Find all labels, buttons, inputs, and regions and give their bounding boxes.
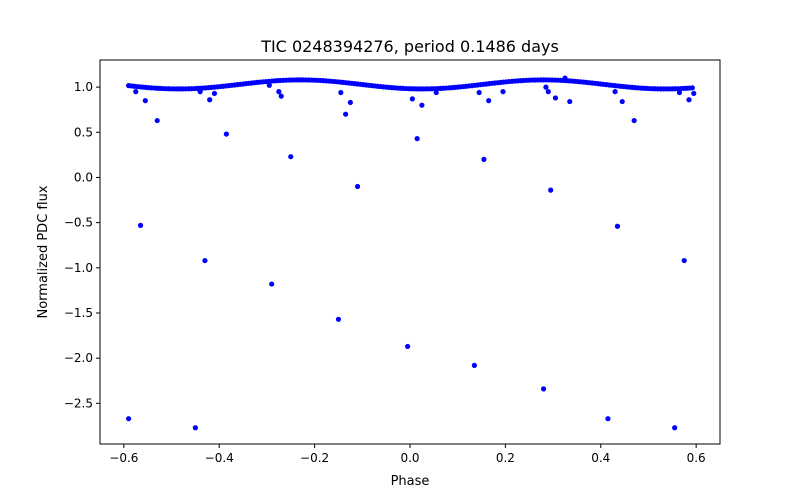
data-point [552, 95, 559, 101]
data-point [347, 99, 353, 106]
x-axis: −0.6 −0.4 −0.2 0.0 0.2 0.4 0.6 [109, 444, 706, 465]
data-point [567, 98, 573, 105]
data-point [605, 416, 611, 422]
data-point [500, 89, 506, 95]
data-point [562, 75, 568, 81]
y-axis: 1.0 0.5 0.0 −0.5 −1.0 −1.5 −2.0 −2.5 [64, 80, 100, 410]
data-point [631, 117, 637, 124]
data-point [126, 416, 132, 422]
data-point [543, 84, 549, 90]
data-point [612, 89, 618, 95]
x-tick-label: −0.2 [300, 451, 329, 465]
chart-title: TIC 0248394276, period 0.1486 days [260, 37, 559, 56]
y-tick-label: 0.5 [74, 125, 93, 139]
x-tick-label: 0.0 [400, 451, 419, 465]
x-tick-label: 0.4 [591, 451, 610, 465]
data-point [276, 89, 282, 95]
data-point [266, 82, 272, 88]
data-point [486, 98, 492, 104]
y-tick-label: −1.5 [64, 306, 93, 320]
data-point [409, 96, 415, 102]
x-tick-label: −0.4 [205, 451, 234, 465]
data-point [689, 85, 695, 91]
data-point [676, 89, 683, 96]
data-point [278, 93, 284, 99]
y-tick-label: 0.0 [74, 170, 93, 184]
data-points [126, 75, 697, 431]
data-point [419, 102, 425, 108]
data-point [619, 98, 625, 105]
data-point [192, 425, 198, 431]
data-point [343, 111, 349, 117]
data-point [691, 90, 697, 97]
data-point [133, 89, 139, 95]
data-point [137, 222, 144, 228]
data-point [197, 89, 203, 95]
data-point [207, 97, 213, 103]
x-tick-label: 0.6 [687, 451, 706, 465]
data-point [476, 89, 482, 96]
x-tick-label: −0.6 [109, 451, 138, 465]
data-point [154, 117, 160, 124]
data-point [686, 97, 692, 103]
data-point [211, 90, 218, 97]
y-tick-label: −2.0 [64, 351, 93, 365]
data-point [548, 187, 554, 193]
data-point [202, 257, 208, 264]
y-tick-label: 1.0 [74, 80, 93, 94]
x-axis-label: Phase [391, 474, 430, 489]
data-point [414, 136, 420, 142]
data-point [142, 98, 148, 104]
y-axis-label: Normalized PDC flux [36, 185, 51, 318]
data-point [545, 89, 551, 95]
data-point [338, 89, 344, 96]
data-point [335, 316, 342, 322]
x-tick-label: 0.2 [496, 451, 515, 465]
data-point [471, 362, 477, 368]
y-tick-label: −0.5 [64, 216, 93, 230]
data-point [223, 131, 229, 137]
data-point [481, 156, 487, 162]
data-point [288, 154, 294, 160]
y-tick-label: −1.0 [64, 261, 93, 275]
data-point [354, 183, 361, 190]
y-tick-label: −2.5 [64, 396, 93, 410]
data-point [269, 281, 275, 287]
data-point [433, 89, 439, 96]
data-point [614, 223, 621, 229]
data-point [672, 425, 678, 431]
data-point [405, 343, 411, 350]
data-point [681, 257, 687, 264]
data-point [540, 386, 547, 392]
